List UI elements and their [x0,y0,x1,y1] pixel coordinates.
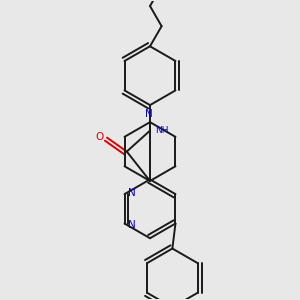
Text: N: N [128,220,136,230]
Text: N: N [128,188,136,198]
Text: O: O [95,132,103,142]
Text: N: N [145,109,152,119]
Text: NH: NH [156,125,169,134]
